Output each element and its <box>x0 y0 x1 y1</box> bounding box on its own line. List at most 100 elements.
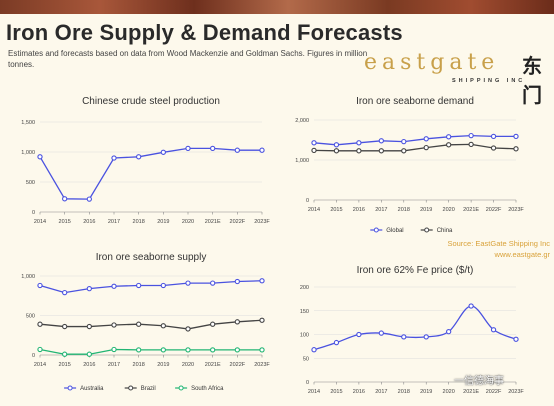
y-tick-label: 0 <box>306 198 309 204</box>
data-point-australia <box>86 285 92 292</box>
data-point-south-africa <box>37 346 43 353</box>
legend-marker <box>424 227 430 233</box>
data-point-global <box>490 133 497 140</box>
x-tick-label: 2015 <box>59 362 71 368</box>
x-tick-label: 2018 <box>133 362 145 368</box>
source-url[interactable]: www.eastgate.gr <box>494 250 550 259</box>
data-point-china <box>311 147 317 154</box>
data-point-global <box>423 136 429 142</box>
chart-svg: Iron ore seaborne demand 0 1,000 2,000 2014 2… <box>295 96 524 234</box>
x-tick-label: 2015 <box>59 219 71 225</box>
data-point <box>401 334 407 340</box>
x-tick-label: 2022F <box>486 389 502 395</box>
data-point-global <box>446 134 452 140</box>
data-point <box>378 330 384 336</box>
x-tick-label: 2021E <box>205 362 221 368</box>
legend-item-brazil[interactable]: Brazil <box>124 385 156 392</box>
wechat-watermark: 一信德海事 <box>454 376 504 387</box>
data-point <box>234 147 240 153</box>
data-point-brazil <box>185 326 191 332</box>
data-point <box>446 329 452 335</box>
series-line-australia <box>39 280 263 294</box>
data-point-brazil <box>86 323 92 330</box>
steel-production-chart: Chinese crude steel production 0 500 1,000 1… <box>0 92 277 232</box>
x-tick-label: 2021E <box>463 389 479 395</box>
data-point-brazil <box>234 319 240 325</box>
legend-label: China <box>437 228 453 234</box>
source-text: Source: EastGate Shipping Inc <box>447 239 550 248</box>
x-tick-label: 2020 <box>182 219 194 225</box>
data-point-global <box>513 133 519 140</box>
data-point <box>62 196 68 202</box>
data-point-australia <box>234 278 240 285</box>
x-tick-label: 2015 <box>330 389 342 395</box>
y-tick-label: 1,500 <box>21 120 35 126</box>
legend-label: Global <box>386 228 403 234</box>
y-tick-label: 500 <box>26 180 35 186</box>
y-tick-label: 1,000 <box>21 274 35 280</box>
x-tick-label: 2019 <box>157 362 169 368</box>
y-tick-label: 50 <box>303 356 309 362</box>
data-point-south-africa <box>86 351 92 357</box>
legend-item-global[interactable]: Global <box>370 227 404 234</box>
data-point-australia <box>37 282 43 289</box>
series-line <box>39 147 262 200</box>
chart-svg: Iron ore 62% Fe price ($/t) 0 50 100 150 200 2… <box>300 265 525 395</box>
chart-svg: Iron ore seaborne supply 0 500 1,000 2014 201… <box>21 252 270 392</box>
page-title: Iron Ore Supply & Demand Forecasts <box>6 20 403 45</box>
x-tick-label: 2019 <box>157 219 169 225</box>
data-point-brazil <box>37 321 43 327</box>
data-point <box>513 336 519 342</box>
data-point-south-africa <box>136 347 142 353</box>
legend-item-australia[interactable]: Australia <box>64 385 104 392</box>
y-tick-label: 150 <box>300 309 309 315</box>
legend-item-south-africa[interactable]: South Africa <box>175 385 224 392</box>
series-line-china <box>313 143 517 152</box>
x-tick-label: 2022F <box>486 207 502 213</box>
data-point <box>259 147 265 153</box>
data-point-south-africa <box>111 346 117 353</box>
data-point-south-africa <box>160 347 166 353</box>
data-point-brazil <box>259 317 265 323</box>
data-point-brazil <box>111 322 117 328</box>
data-point-australia <box>259 278 265 284</box>
page-subtitle: Estimates and forecasts based on data fr… <box>8 49 368 69</box>
data-point-china <box>378 148 384 154</box>
data-point-china <box>401 148 407 154</box>
y-tick-label: 0 <box>32 210 35 216</box>
data-point <box>185 145 191 152</box>
series-line-brazil <box>39 319 263 330</box>
source-note: Source: EastGate Shipping Inc www.eastga… <box>447 238 550 260</box>
data-point-china <box>423 144 429 151</box>
x-tick-label: 2021E <box>463 207 479 213</box>
y-tick-label: 0 <box>306 380 309 386</box>
y-tick-label: 0 <box>32 353 35 359</box>
x-tick-label: 2022F <box>230 219 246 225</box>
data-point-china <box>333 148 340 154</box>
logo-subtext: SHIPPING INC <box>452 78 526 84</box>
x-tick-label: 2014 <box>34 362 46 368</box>
data-point-australia <box>160 282 166 289</box>
legend-label: Brazil <box>141 386 156 392</box>
data-point <box>333 339 340 346</box>
x-tick-label: 2017 <box>108 219 120 225</box>
legend-marker <box>178 385 184 391</box>
x-tick-label: 2016 <box>83 362 95 368</box>
fe-price-chart: Iron ore 62% Fe price ($/t) 0 50 100 150 200 2… <box>277 262 554 401</box>
data-point-south-africa <box>62 351 68 357</box>
x-tick-label: 2020 <box>182 362 194 368</box>
data-point-south-africa <box>210 347 216 353</box>
data-point <box>468 303 474 309</box>
data-point <box>37 154 43 160</box>
y-tick-label: 1,000 <box>295 158 309 164</box>
data-point-south-africa <box>259 347 265 353</box>
data-point <box>111 155 117 161</box>
data-point-china <box>356 148 362 154</box>
x-tick-label: 2023F <box>508 207 524 213</box>
y-tick-label: 200 <box>300 285 309 291</box>
legend-marker <box>67 385 73 391</box>
legend-item-china[interactable]: China <box>420 227 453 234</box>
data-point-brazil <box>210 321 216 327</box>
data-point-brazil <box>136 321 142 327</box>
chart-title: Iron ore 62% Fe price ($/t) <box>357 265 474 276</box>
